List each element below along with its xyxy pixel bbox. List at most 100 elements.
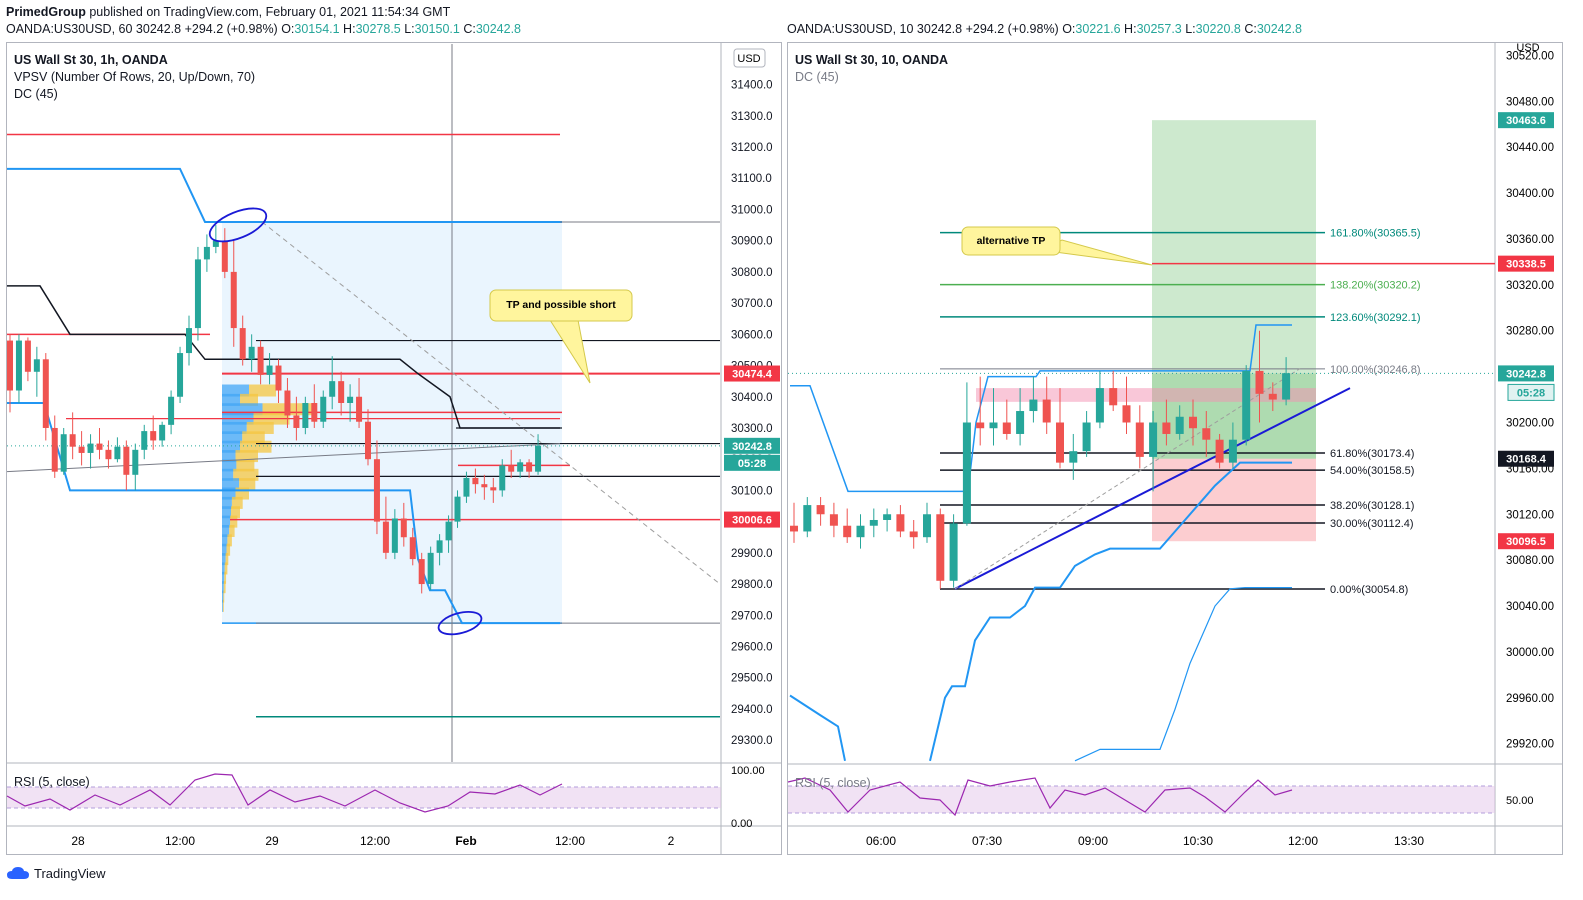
candle-body bbox=[60, 434, 67, 472]
vp-down-bar bbox=[242, 431, 265, 444]
right-indicator-dc[interactable]: DC (45) bbox=[795, 70, 839, 84]
candle-body bbox=[400, 518, 407, 538]
vp-up-bar bbox=[222, 468, 234, 481]
candle-body bbox=[391, 518, 398, 553]
left-chart: TP and possible short 29300.0 29400.0 29500… bbox=[6, 43, 781, 854]
candle-body bbox=[203, 246, 210, 260]
candle-body bbox=[883, 514, 892, 520]
dc-upper bbox=[7, 167, 560, 223]
left-legend: US Wall St 30, 1h, OANDA VPSV (Number Of… bbox=[14, 52, 255, 103]
right-chart-panel[interactable] bbox=[787, 42, 1563, 855]
candle-body bbox=[976, 422, 985, 429]
left-indicator-vpsv[interactable]: VPSV (Number Of Rows, 20, Up/Down, 70) bbox=[14, 70, 256, 84]
candle-body bbox=[329, 381, 336, 397]
vp-up-bar bbox=[222, 590, 224, 603]
right-y-tick: 29920.00 bbox=[1506, 739, 1554, 751]
left-y-tick: 30700.0 bbox=[731, 298, 773, 310]
candle-body bbox=[114, 446, 121, 460]
left-rsi-label[interactable]: RSI (5, close) bbox=[14, 775, 90, 789]
left-open: 30154.1 bbox=[294, 22, 340, 36]
candle-body bbox=[472, 477, 479, 485]
candle-body bbox=[1135, 422, 1144, 457]
right-price-tag: 30168.4 bbox=[1506, 454, 1547, 466]
left-price-tag: 30242.8 bbox=[732, 441, 772, 453]
candle-body bbox=[96, 443, 103, 450]
candle-body bbox=[535, 445, 542, 472]
candle-body bbox=[923, 514, 931, 538]
candle-body bbox=[275, 365, 282, 391]
vp-up-bar bbox=[222, 440, 240, 453]
left-x-tick: 2 bbox=[668, 834, 675, 848]
candle-body bbox=[526, 462, 533, 472]
candle-body bbox=[816, 505, 825, 515]
right-y-tick: 30360.00 bbox=[1506, 234, 1554, 246]
candle-body bbox=[1016, 411, 1025, 434]
left-price-tag-bg bbox=[724, 511, 780, 528]
vp-up-bar bbox=[222, 534, 228, 547]
vp-up-bar bbox=[222, 571, 225, 584]
trend-line bbox=[6, 443, 561, 473]
right-countdown-bg bbox=[1507, 383, 1555, 401]
right-legend: US Wall St 30, 10, OANDA DC (45) bbox=[795, 52, 948, 86]
fib-label: 161.80%(30365.5) bbox=[1330, 228, 1421, 240]
candle-body bbox=[508, 465, 515, 472]
vp-up-bar bbox=[222, 496, 232, 509]
candle-body bbox=[239, 328, 246, 360]
vp-down-bar bbox=[224, 571, 227, 584]
right-last: 30242.8 bbox=[916, 22, 963, 36]
candle-body bbox=[1268, 393, 1277, 400]
vp-down-bar bbox=[231, 496, 243, 509]
candle-body bbox=[1095, 388, 1104, 423]
right-price-tag: 30463.6 bbox=[1506, 115, 1546, 127]
candle-body bbox=[221, 240, 228, 272]
left-price-tag-bg bbox=[724, 365, 780, 382]
right-y-tick: 30280.00 bbox=[1506, 326, 1554, 338]
vp-up-bar bbox=[222, 524, 230, 537]
vp-down-bar bbox=[227, 534, 232, 547]
left-y-tick: 29300.0 bbox=[731, 735, 773, 747]
right-price-tag-bg bbox=[1498, 533, 1554, 550]
publisher-name[interactable]: PrimedGroup bbox=[6, 5, 86, 19]
right-y-tick: 30400.00 bbox=[1506, 188, 1554, 200]
right-symbol: OANDA:US30USD, 10 bbox=[787, 22, 914, 36]
right-chart: 161.80%(30365.5) 138.20%(30320.2) 123.60%(… bbox=[787, 42, 1562, 854]
right-rsi-label[interactable]: RSI (5, close) bbox=[795, 776, 871, 790]
left-chart-title: US Wall St 30, 1h, OANDA bbox=[14, 53, 168, 67]
fib-label: 100.00%(30246.8) bbox=[1330, 364, 1421, 376]
footer-brand[interactable]: TradingView bbox=[34, 866, 106, 881]
vp-down-bar bbox=[246, 421, 274, 434]
left-currency-box bbox=[733, 48, 766, 68]
left-countdown: 05:28 bbox=[738, 458, 766, 470]
vp-up-bar bbox=[222, 450, 236, 463]
candle-body bbox=[311, 403, 318, 422]
vp-up-bar bbox=[222, 515, 231, 528]
vp-down-bar bbox=[224, 562, 228, 575]
right-y-tick: 30040.00 bbox=[1506, 601, 1554, 613]
candle-body bbox=[7, 340, 13, 391]
left-x-tick: 29 bbox=[265, 834, 279, 848]
candle-body bbox=[266, 365, 273, 375]
right-price-tag-bg bbox=[1498, 450, 1554, 467]
right-symbol-line: OANDA:US30USD, 10 30242.8 +294.2 (+0.98%… bbox=[787, 22, 1303, 36]
vp-down-bar bbox=[222, 599, 224, 612]
candle-body bbox=[15, 340, 22, 391]
vp-down-bar bbox=[233, 468, 259, 481]
candle-body bbox=[490, 487, 497, 491]
right-x-tick: 13:30 bbox=[1394, 834, 1424, 848]
right-y-tick: 30200.00 bbox=[1506, 417, 1554, 429]
candle-body bbox=[1149, 422, 1158, 457]
left-chart-panel[interactable] bbox=[6, 42, 782, 855]
candle-body bbox=[230, 271, 237, 329]
right-x-tick: 12:00 bbox=[1288, 834, 1318, 848]
profit-zone bbox=[1152, 120, 1316, 374]
vp-down-bar bbox=[249, 384, 276, 397]
left-y-tick: 30800.0 bbox=[731, 267, 773, 279]
resistance-zone bbox=[976, 388, 1316, 402]
left-rsi-tick-high: 100.00 bbox=[731, 765, 765, 777]
tradingview-cloud-icon[interactable] bbox=[6, 866, 30, 881]
candle-body bbox=[1056, 422, 1064, 463]
left-y-tick: 30900.0 bbox=[731, 236, 773, 248]
publish-info: published on TradingView.com, February 0… bbox=[89, 5, 451, 19]
left-indicator-dc[interactable]: DC (45) bbox=[14, 87, 58, 101]
